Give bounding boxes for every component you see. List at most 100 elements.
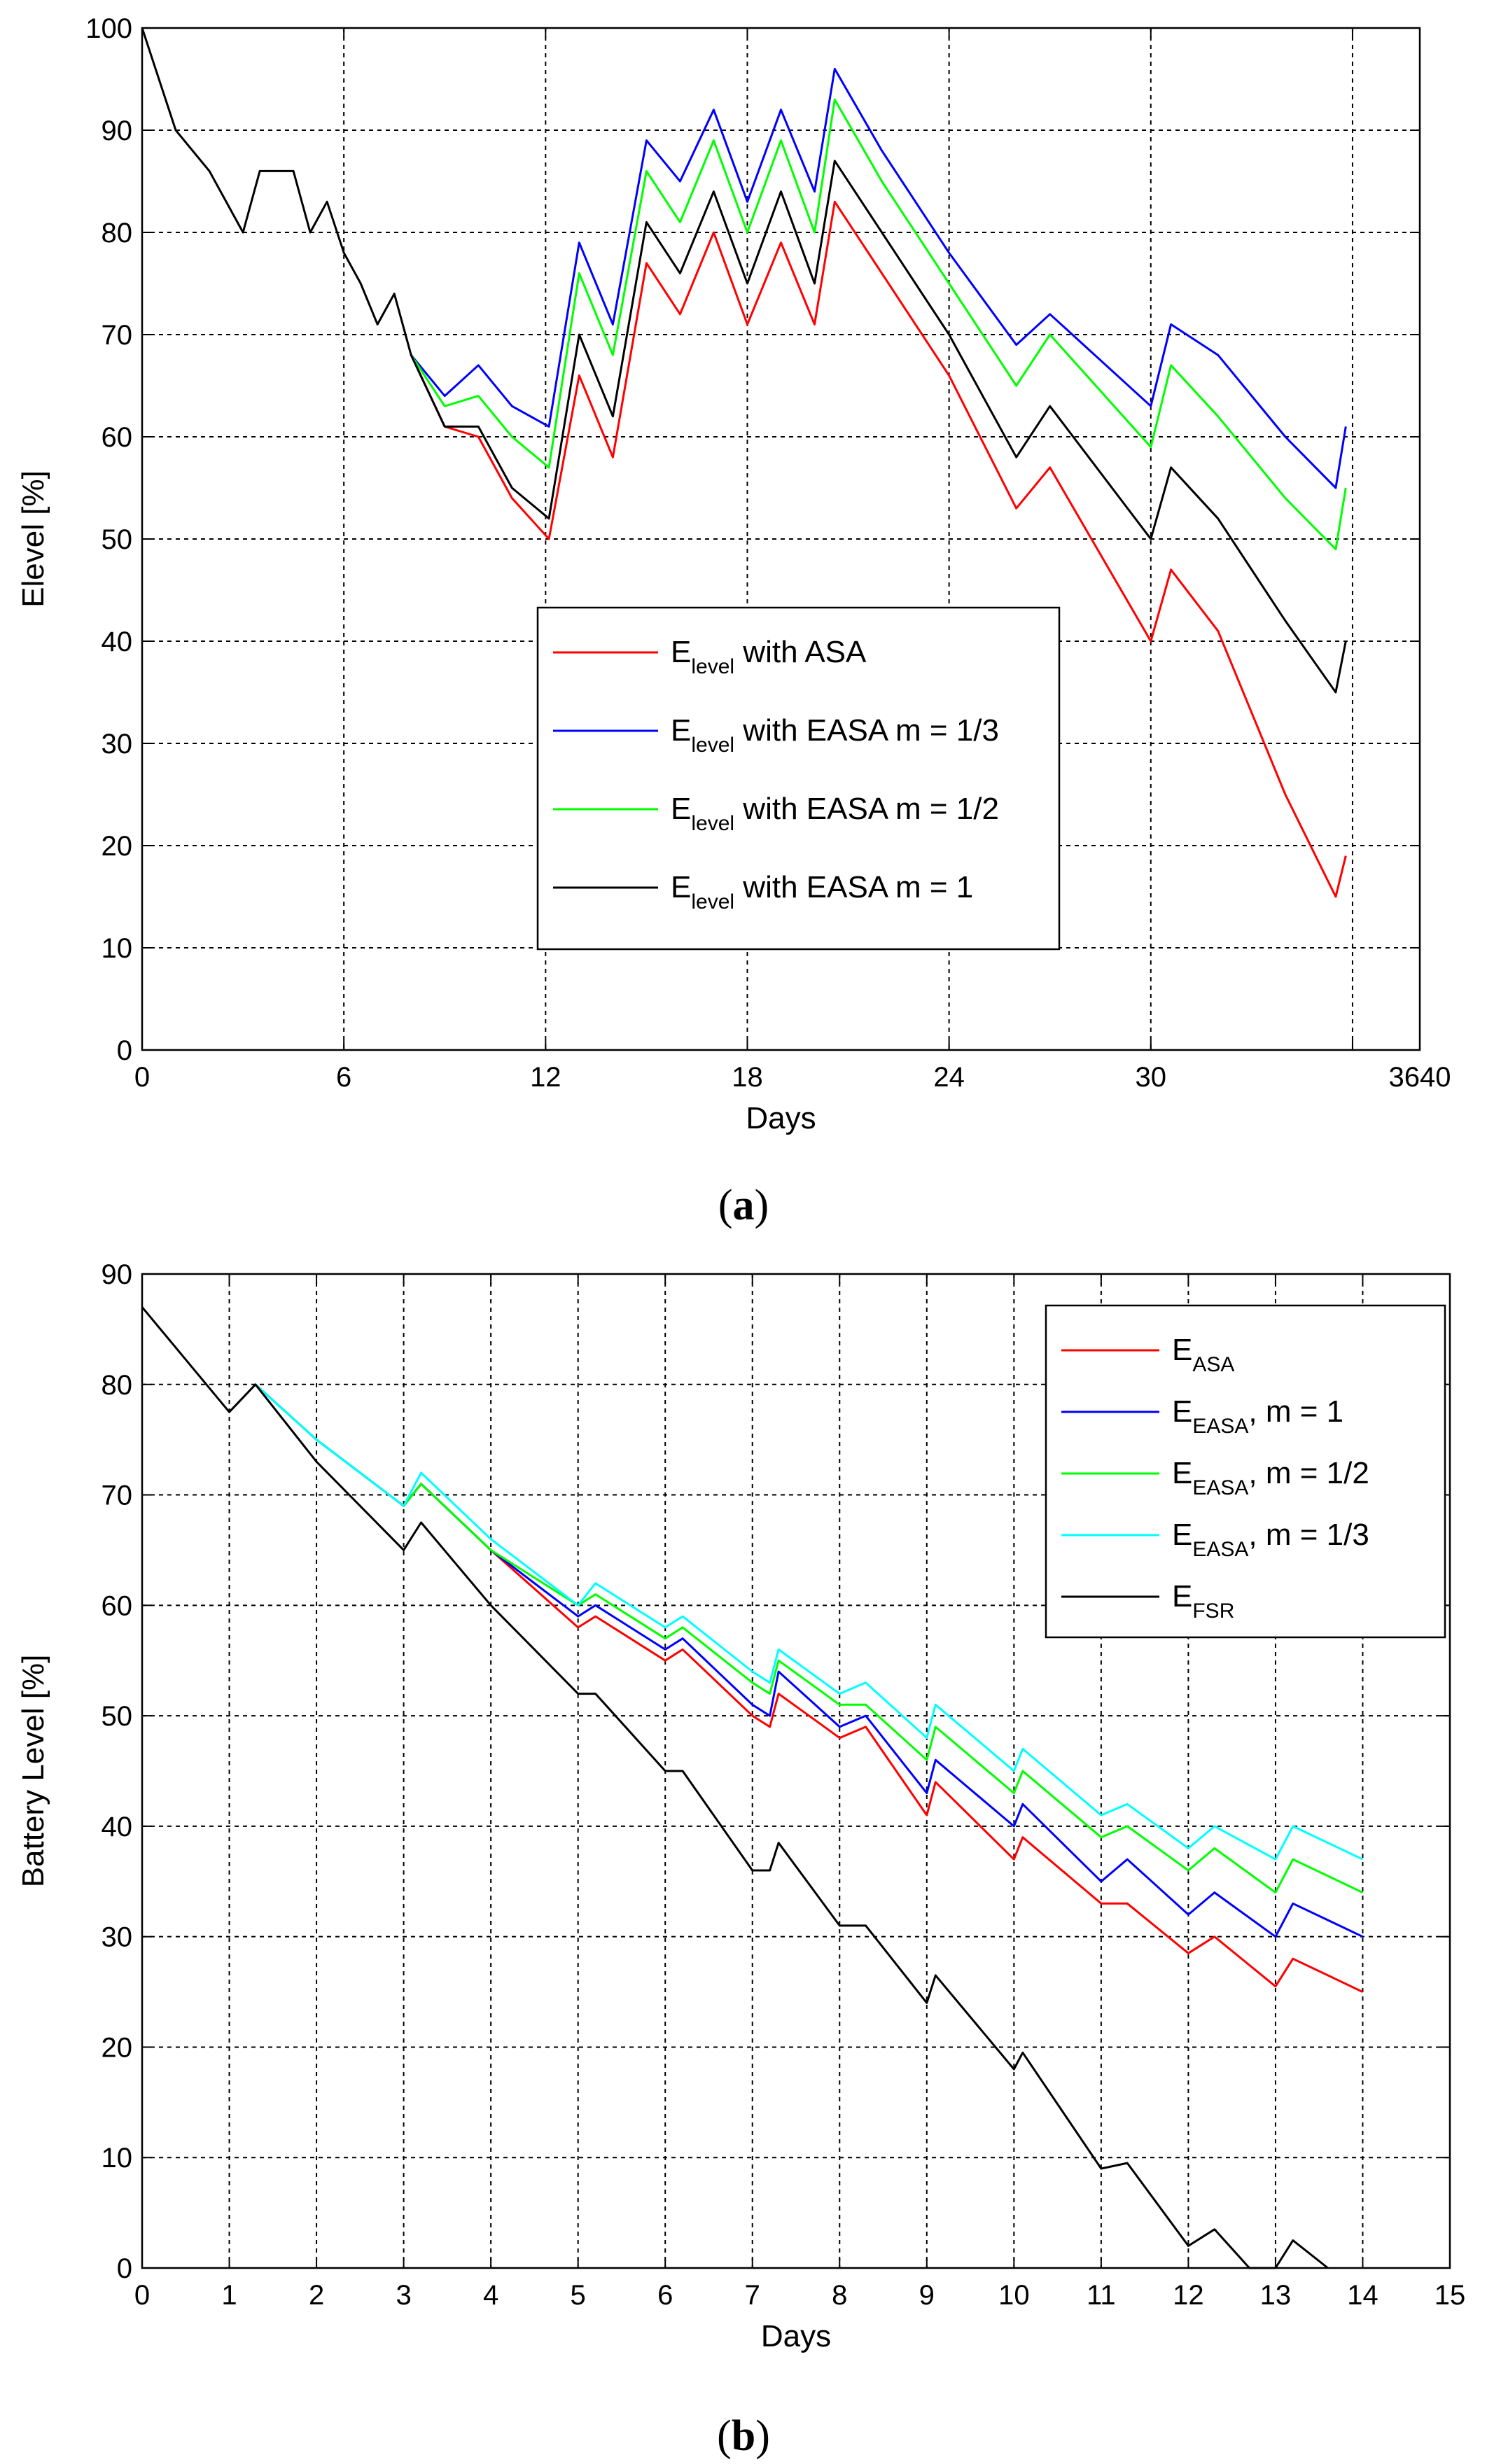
y-tick-label: 10 — [102, 2143, 133, 2174]
y-tick-label: 40 — [102, 626, 133, 657]
axes-box — [141, 1273, 1451, 2269]
y-tick-label: 60 — [102, 1590, 133, 1621]
panel-label: (b) — [717, 2412, 770, 2460]
x-tick-label: 6 — [657, 2280, 673, 2311]
legend-entry-4: EFSR — [1172, 1579, 1234, 1623]
legend-entry-rest: , m = 1/2 — [1248, 1456, 1369, 1490]
y-tick-label: 60 — [102, 422, 133, 453]
legend-entry-3: Elevel with EASA m = 1 — [671, 870, 973, 913]
x-tick-label: 18 — [732, 1062, 763, 1093]
y-tick-label: 100 — [85, 13, 132, 44]
x-tick-label: 0 — [134, 2280, 150, 2311]
legend-entry-main: E — [671, 792, 691, 826]
x-tick-label: 2 — [309, 2280, 324, 2311]
x-tick-label: 1 — [221, 2280, 237, 2311]
series-line-3 — [141, 27, 1347, 694]
x-tick-label: 12 — [1173, 2280, 1204, 2311]
y-tick-label: 20 — [102, 2032, 133, 2063]
legend-entry-subscript: ASA — [1192, 1353, 1234, 1376]
x-tick-label: 12 — [530, 1062, 561, 1093]
x-tick-label: 40 — [1420, 1062, 1451, 1093]
legend-entry-main: E — [671, 870, 691, 904]
y-tick-label: 10 — [102, 933, 133, 964]
legend-entry-subscript: EASA — [1192, 1415, 1248, 1438]
legend-entry-main: E — [1172, 1579, 1192, 1614]
legend-entry-subscript: level — [691, 812, 734, 835]
legend-entry-subscript: EASA — [1192, 1476, 1248, 1499]
series-line-0 — [410, 200, 1347, 898]
series-line-1 — [410, 67, 1347, 489]
chart-b: 0 1 2 3 4 5 6 7 8 9 10 11 12 13 14 15010203040506070809… — [16, 1259, 1466, 2460]
legend-entry-rest: with EASA m = 1/2 — [734, 792, 999, 826]
legend-entry-0: EASA — [1172, 1333, 1234, 1376]
x-tick-label: 6 — [336, 1062, 351, 1093]
x-tick-label: 3 — [396, 2280, 411, 2311]
y-tick-label: 90 — [102, 1259, 133, 1290]
legend-entry-main: E — [671, 713, 691, 748]
y-tick-label: 80 — [102, 218, 133, 248]
x-tick-label: 30 — [1136, 1062, 1167, 1093]
series-line-4 — [141, 1306, 1329, 2269]
legend-entry-subscript: FSR — [1192, 1600, 1234, 1623]
legend-entry-main: E — [1172, 1333, 1192, 1367]
legend-entry-subscript: level — [691, 734, 734, 757]
series-line-2 — [254, 1383, 1364, 1894]
legend-entry-2: Elevel with EASA m = 1/2 — [671, 792, 999, 835]
x-tick-label: 7 — [745, 2280, 760, 2311]
y-tick-label: 70 — [102, 1480, 133, 1511]
chart-a: 0 6 12 18 24 30 36 400102030405060708090100Days… — [16, 13, 1451, 1229]
legend-entry-subscript: EASA — [1192, 1538, 1248, 1561]
y-tick-label: 30 — [102, 729, 133, 760]
x-tick-label: 13 — [1260, 2280, 1292, 2311]
legend-entry-3: EEASA, m = 1/3 — [1172, 1518, 1369, 1561]
legend-entry-main: E — [1172, 1456, 1192, 1490]
legend-entry-subscript: level — [691, 655, 734, 678]
legend-entry-2: EEASA, m = 1/2 — [1172, 1456, 1369, 1499]
x-tick-label: 5 — [571, 2280, 586, 2311]
legend-entry-rest: , m = 1 — [1248, 1394, 1343, 1429]
y-tick-label: 0 — [117, 1035, 132, 1066]
legend-entry-rest: with EASA m = 1 — [734, 870, 973, 904]
legend-entry-main: E — [671, 635, 691, 669]
legend-entry-subscript: level — [691, 890, 734, 913]
x-tick-label: 9 — [919, 2280, 935, 2311]
y-tick-label: 0 — [117, 2253, 132, 2284]
y-tick-label: 50 — [102, 1701, 133, 1732]
y-tick-label: 30 — [102, 1922, 133, 1953]
x-tick-label: 4 — [483, 2280, 498, 2311]
y-tick-label: 90 — [102, 115, 133, 146]
y-tick-label: 70 — [102, 320, 133, 351]
x-tick-label: 36 — [1389, 1062, 1420, 1093]
x-axis-label: Days — [761, 2319, 831, 2353]
legend-entry-0: Elevel with ASA — [671, 635, 867, 678]
y-tick-label: 80 — [102, 1370, 133, 1401]
y-tick-label: 50 — [102, 524, 133, 555]
legend-entry-rest: with ASA — [734, 635, 867, 669]
y-axis-label: Elevel [%] — [16, 470, 50, 608]
x-tick-label: 10 — [998, 2280, 1030, 2311]
x-tick-label: 8 — [832, 2280, 847, 2311]
y-tick-label: 20 — [102, 831, 133, 862]
legend-entry-rest: , m = 1/3 — [1248, 1518, 1369, 1552]
legend-box — [536, 606, 1061, 951]
series-line-2 — [410, 98, 1347, 551]
panel-label: (a) — [718, 1182, 769, 1229]
x-axis-label: Days — [746, 1101, 816, 1135]
y-axis-label: Battery Level [%] — [16, 1655, 50, 1888]
x-tick-label: 0 — [134, 1062, 150, 1093]
x-tick-label: 15 — [1434, 2280, 1466, 2311]
legend-entry-1: EEASA, m = 1 — [1172, 1394, 1343, 1438]
x-tick-label: 14 — [1347, 2280, 1378, 2311]
y-tick-label: 40 — [102, 1812, 133, 1842]
x-tick-label: 11 — [1087, 2280, 1116, 2311]
legend-entry-main: E — [1172, 1518, 1192, 1552]
legend-entry-rest: with EASA m = 1/3 — [734, 713, 999, 748]
legend-box — [1045, 1304, 1446, 1639]
series-line-3 — [254, 1383, 1364, 1861]
legend-entry-main: E — [1172, 1394, 1192, 1429]
legend-entry-1: Elevel with EASA m = 1/3 — [671, 713, 999, 757]
x-tick-label: 24 — [933, 1062, 965, 1093]
